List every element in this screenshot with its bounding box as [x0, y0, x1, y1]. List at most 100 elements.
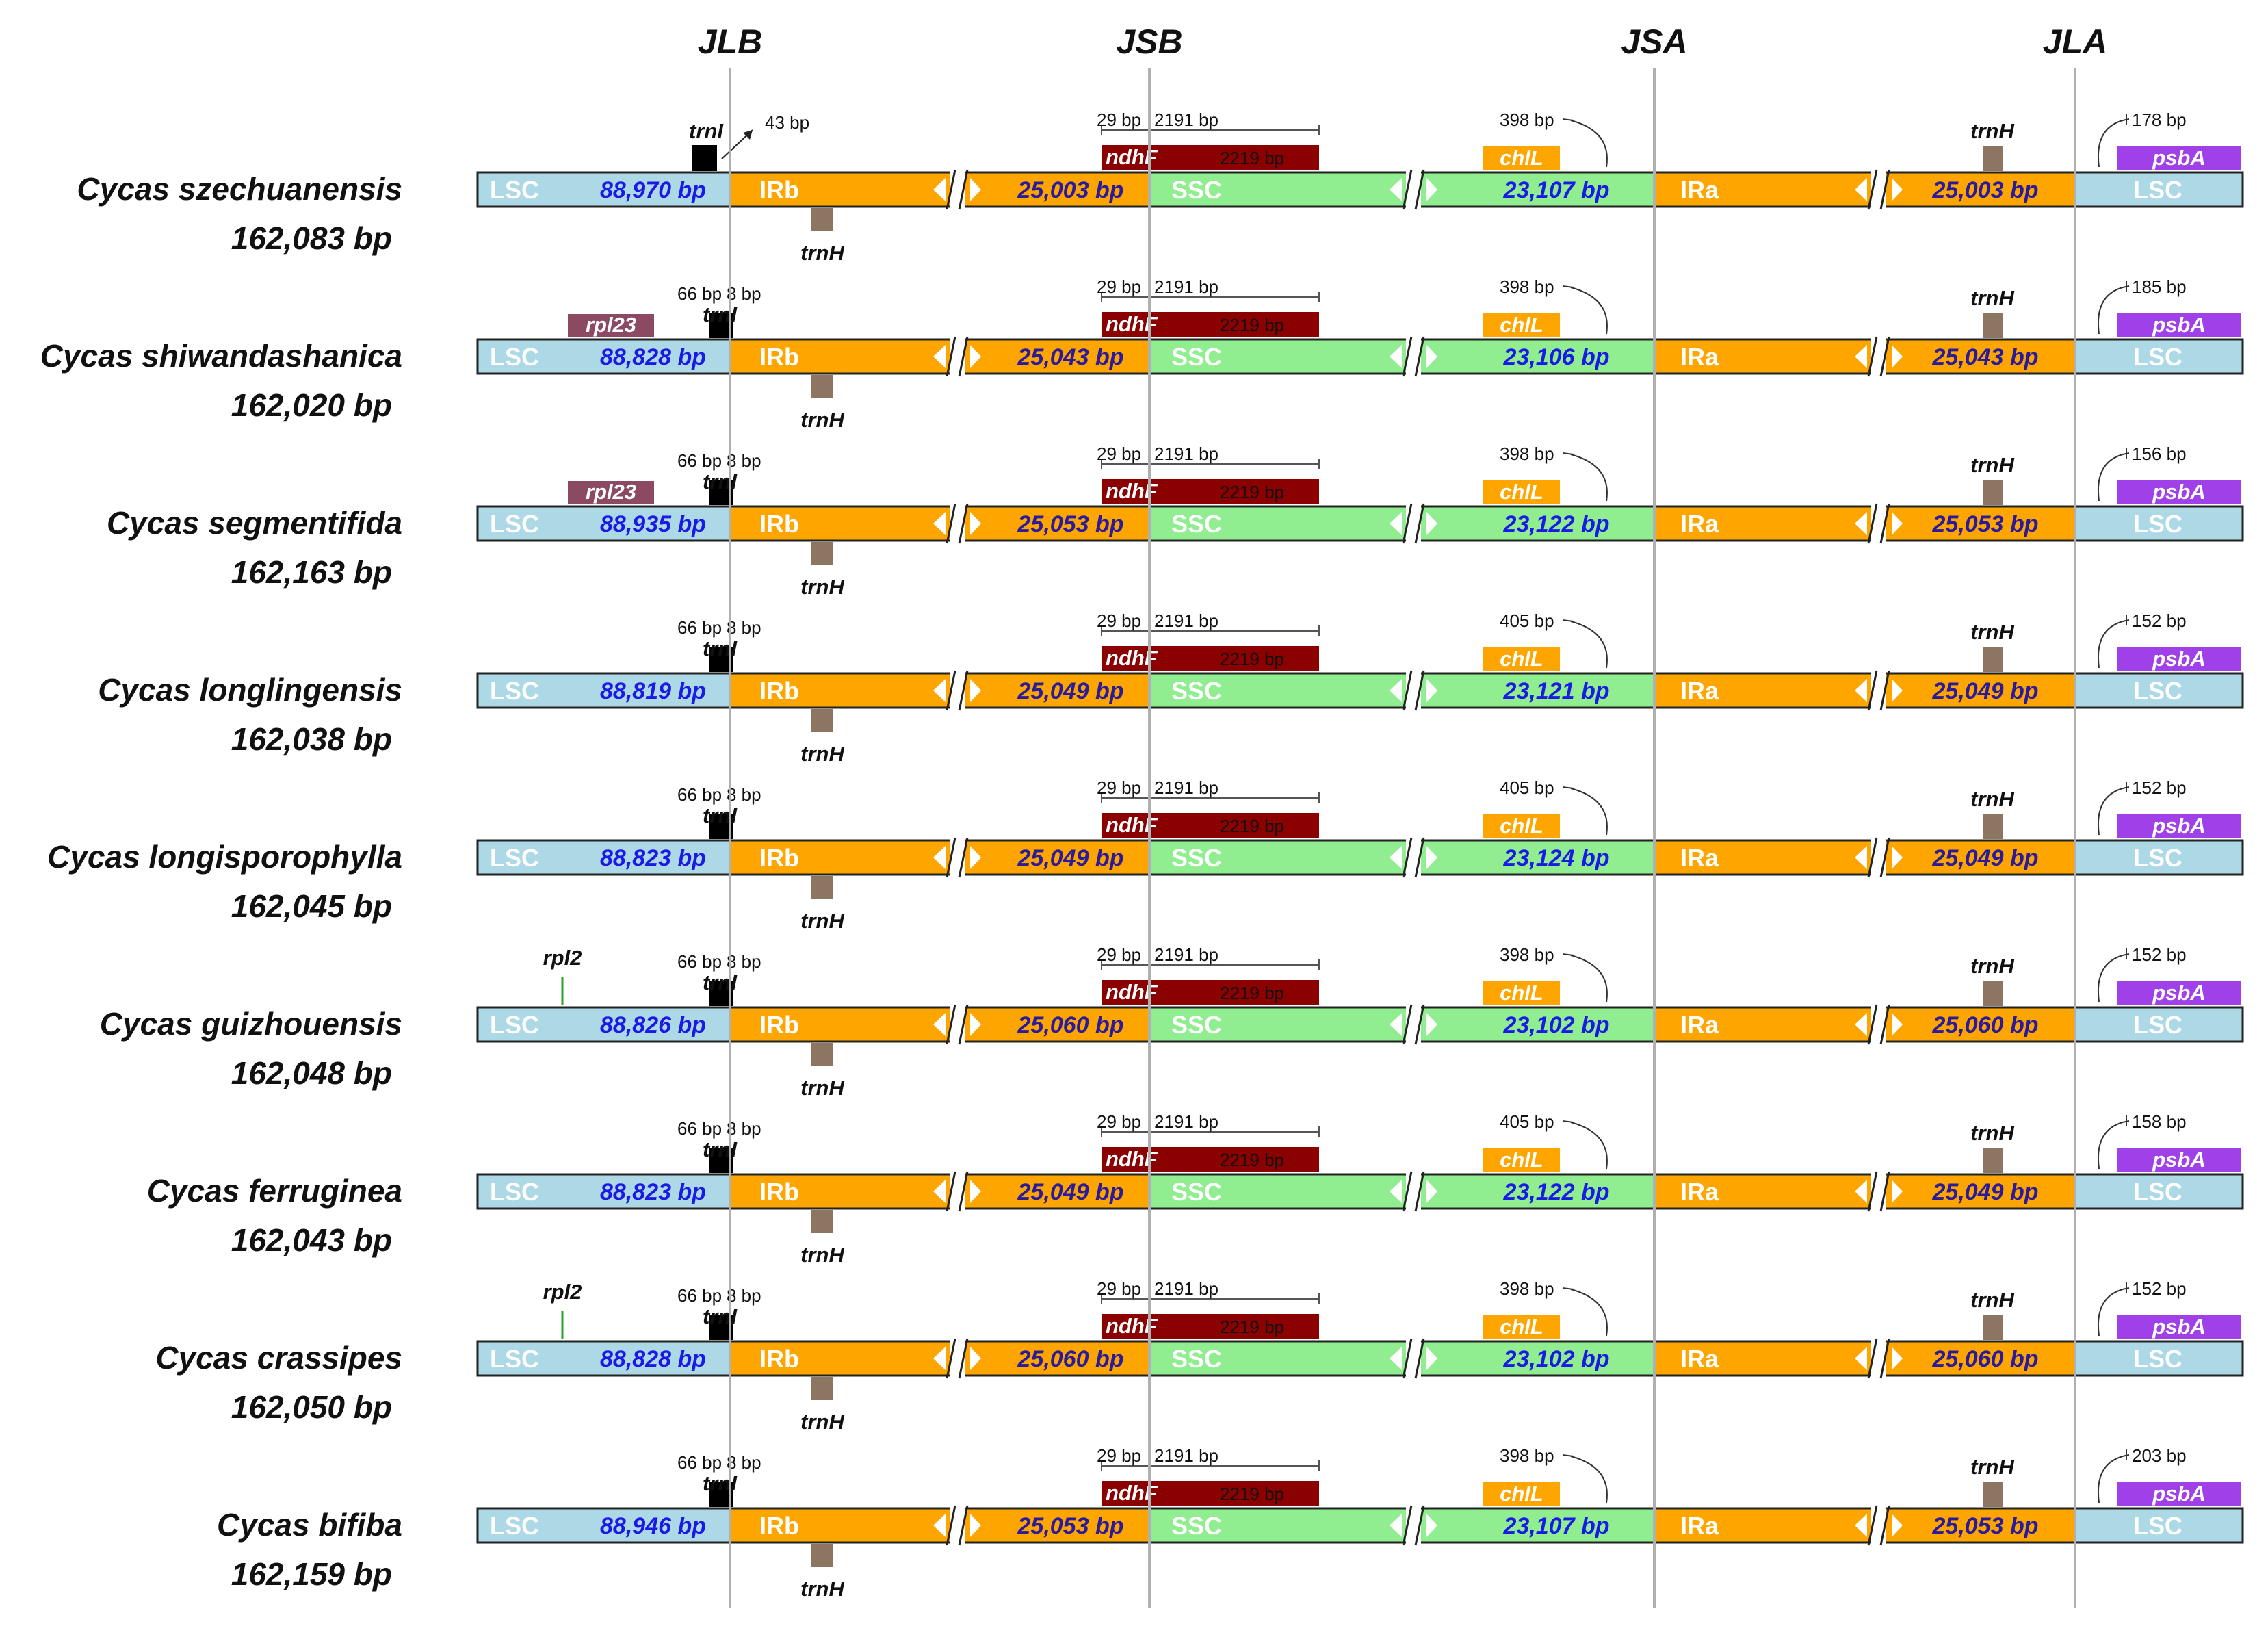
trnI-label: trnI [703, 803, 738, 827]
break-arrow-left [1855, 1514, 1867, 1537]
trnI-label: trnI [703, 469, 738, 493]
trnH-label-ira: trnH [1970, 453, 2014, 477]
region-label-lsc-end: LSC [2133, 1345, 2182, 1373]
break-arrow-left [1855, 846, 1867, 869]
break-slash [1879, 1505, 1890, 1546]
break-slash [1402, 503, 1413, 544]
break-slash [1402, 837, 1413, 878]
trnH-label-irb: trnH [800, 1410, 844, 1434]
junction-label-jsb: JSB [1116, 23, 1182, 61]
region-label-ssc: SSC [1171, 844, 1222, 872]
species-row: Cycas shiwandashanica 162,020 bp LSC IRb SSC… [40, 276, 2244, 432]
break-arrow-left [933, 345, 946, 368]
species-name: Cycas segmentifida [107, 505, 402, 541]
lsc-segment [476, 1006, 731, 1043]
trnH-label-irb: trnH [800, 742, 844, 766]
trnH-gene-ira [1983, 313, 2003, 338]
rpl23-label: rpl23 [586, 313, 636, 337]
ira-length: 25,060 bp [1932, 1012, 2039, 1038]
break-arrow-right [1892, 345, 1903, 368]
chlL-distance: 398 bp [1500, 944, 1554, 965]
ndhF-left-distance: 29 bp [1097, 1111, 1141, 1132]
chlL-gene [1483, 647, 1560, 671]
trnI-left-distance: 66 bp [677, 784, 722, 805]
ndhF-left-distance: 29 bp [1097, 777, 1141, 798]
trnH-gene-ira [1983, 1482, 2003, 1507]
trnH-label-ira: trnH [1970, 954, 2014, 978]
junction-label-jlb: JLB [698, 23, 762, 61]
break-slash [958, 169, 969, 210]
ssc-length: 23,102 bp [1503, 1012, 1610, 1038]
psbA-arc [2098, 953, 2130, 1003]
break-arrow-left [1390, 1013, 1402, 1036]
junction-lines [729, 68, 2076, 1608]
trnH-gene-ira [1983, 1148, 2003, 1173]
chlL-arc-tick [1562, 953, 1574, 956]
chlL-arc-tick [1562, 118, 1574, 121]
region-label-ira: IRa [1680, 1178, 1719, 1206]
break-slash [1414, 1338, 1425, 1379]
region-label-irb: IRb [759, 510, 799, 538]
region-label-lsc: LSC [490, 510, 539, 538]
chlL-label: chlL [1500, 480, 1543, 504]
ssc-segment-left [1148, 672, 1409, 709]
junction-label-jsa: JSA [1621, 23, 1687, 61]
break-slash [1867, 1171, 1878, 1212]
lsc-length: 88,828 bp [600, 1346, 706, 1372]
psbA-label: psbA [2152, 981, 2206, 1005]
ndhF-gene [1102, 1314, 1319, 1339]
lsc-segment [476, 505, 731, 542]
chlL-arc [1570, 120, 1608, 168]
lsc-segment-end [2074, 1173, 2244, 1210]
break-arrow-left [1855, 679, 1867, 702]
ndhF-length: 2219 bp [1220, 649, 1284, 669]
species-row: Cycas guizhouensis 162,048 bp LSC IRb SSC IRa… [100, 944, 2244, 1100]
lsc-segment-end [2074, 338, 2244, 375]
trnI-distance: 43 bp [765, 112, 809, 133]
region-label-lsc: LSC [490, 176, 539, 204]
trnH-gene-ira [1983, 480, 2003, 505]
break-slash [958, 1171, 969, 1212]
species-name: Cycas ferruginea [147, 1173, 402, 1209]
region-label-ssc: SSC [1171, 510, 1222, 538]
irb-length: 25,053 bp [1017, 1513, 1124, 1539]
irb-segment-right [962, 171, 1151, 208]
ira-segment-right [1884, 505, 2076, 542]
break-arrow-right [970, 1180, 981, 1203]
region-label-lsc-end: LSC [2133, 1178, 2182, 1206]
break-arrow-right [970, 1347, 981, 1370]
irb-segment-right [962, 1340, 1151, 1377]
trnH-label-irb: trnH [800, 909, 844, 933]
break-slash [1414, 670, 1425, 711]
ndhF-right-distance: 2191 bp [1154, 610, 1218, 631]
species-row: Cycas longlingensis 162,038 bp LSC IRb SSC IR… [98, 610, 2244, 766]
species-row: Cycas szechuanensis 162,083 bp LSC IRb SSC IR… [77, 109, 2244, 265]
junction-labels: JLB JSB JSA JLA [698, 23, 2107, 61]
break-slash [1402, 169, 1413, 210]
break-slash [1867, 1338, 1878, 1379]
irb-segment-left [729, 338, 952, 375]
chlL-label: chlL [1500, 647, 1543, 671]
trnH-label-irb: trnH [800, 241, 844, 265]
break-arrow-left [1855, 1013, 1867, 1036]
chlL-label: chlL [1500, 981, 1543, 1005]
ira-segment-right [1884, 672, 2076, 709]
region-label-irb: IRb [759, 1011, 799, 1039]
ira-segment-left [1653, 1173, 1874, 1210]
lsc-segment [476, 1173, 731, 1210]
ndhF-left-distance: 29 bp [1097, 443, 1141, 464]
break-arrow-left [933, 178, 946, 201]
trnH-gene-irb [811, 709, 833, 732]
break-arrow-right [1426, 512, 1437, 535]
break-slash [958, 837, 969, 878]
genome-size: 162,050 bp [231, 1389, 392, 1425]
trnI-right-distance: 8 bp [727, 1452, 761, 1473]
lsc-length: 88,828 bp [600, 344, 706, 370]
break-arrow-left [933, 679, 946, 702]
ira-length: 25,049 bp [1932, 845, 2039, 871]
region-label-irb: IRb [759, 1512, 799, 1540]
break-slash [1402, 670, 1413, 711]
ssc-segment-left [1148, 505, 1409, 542]
